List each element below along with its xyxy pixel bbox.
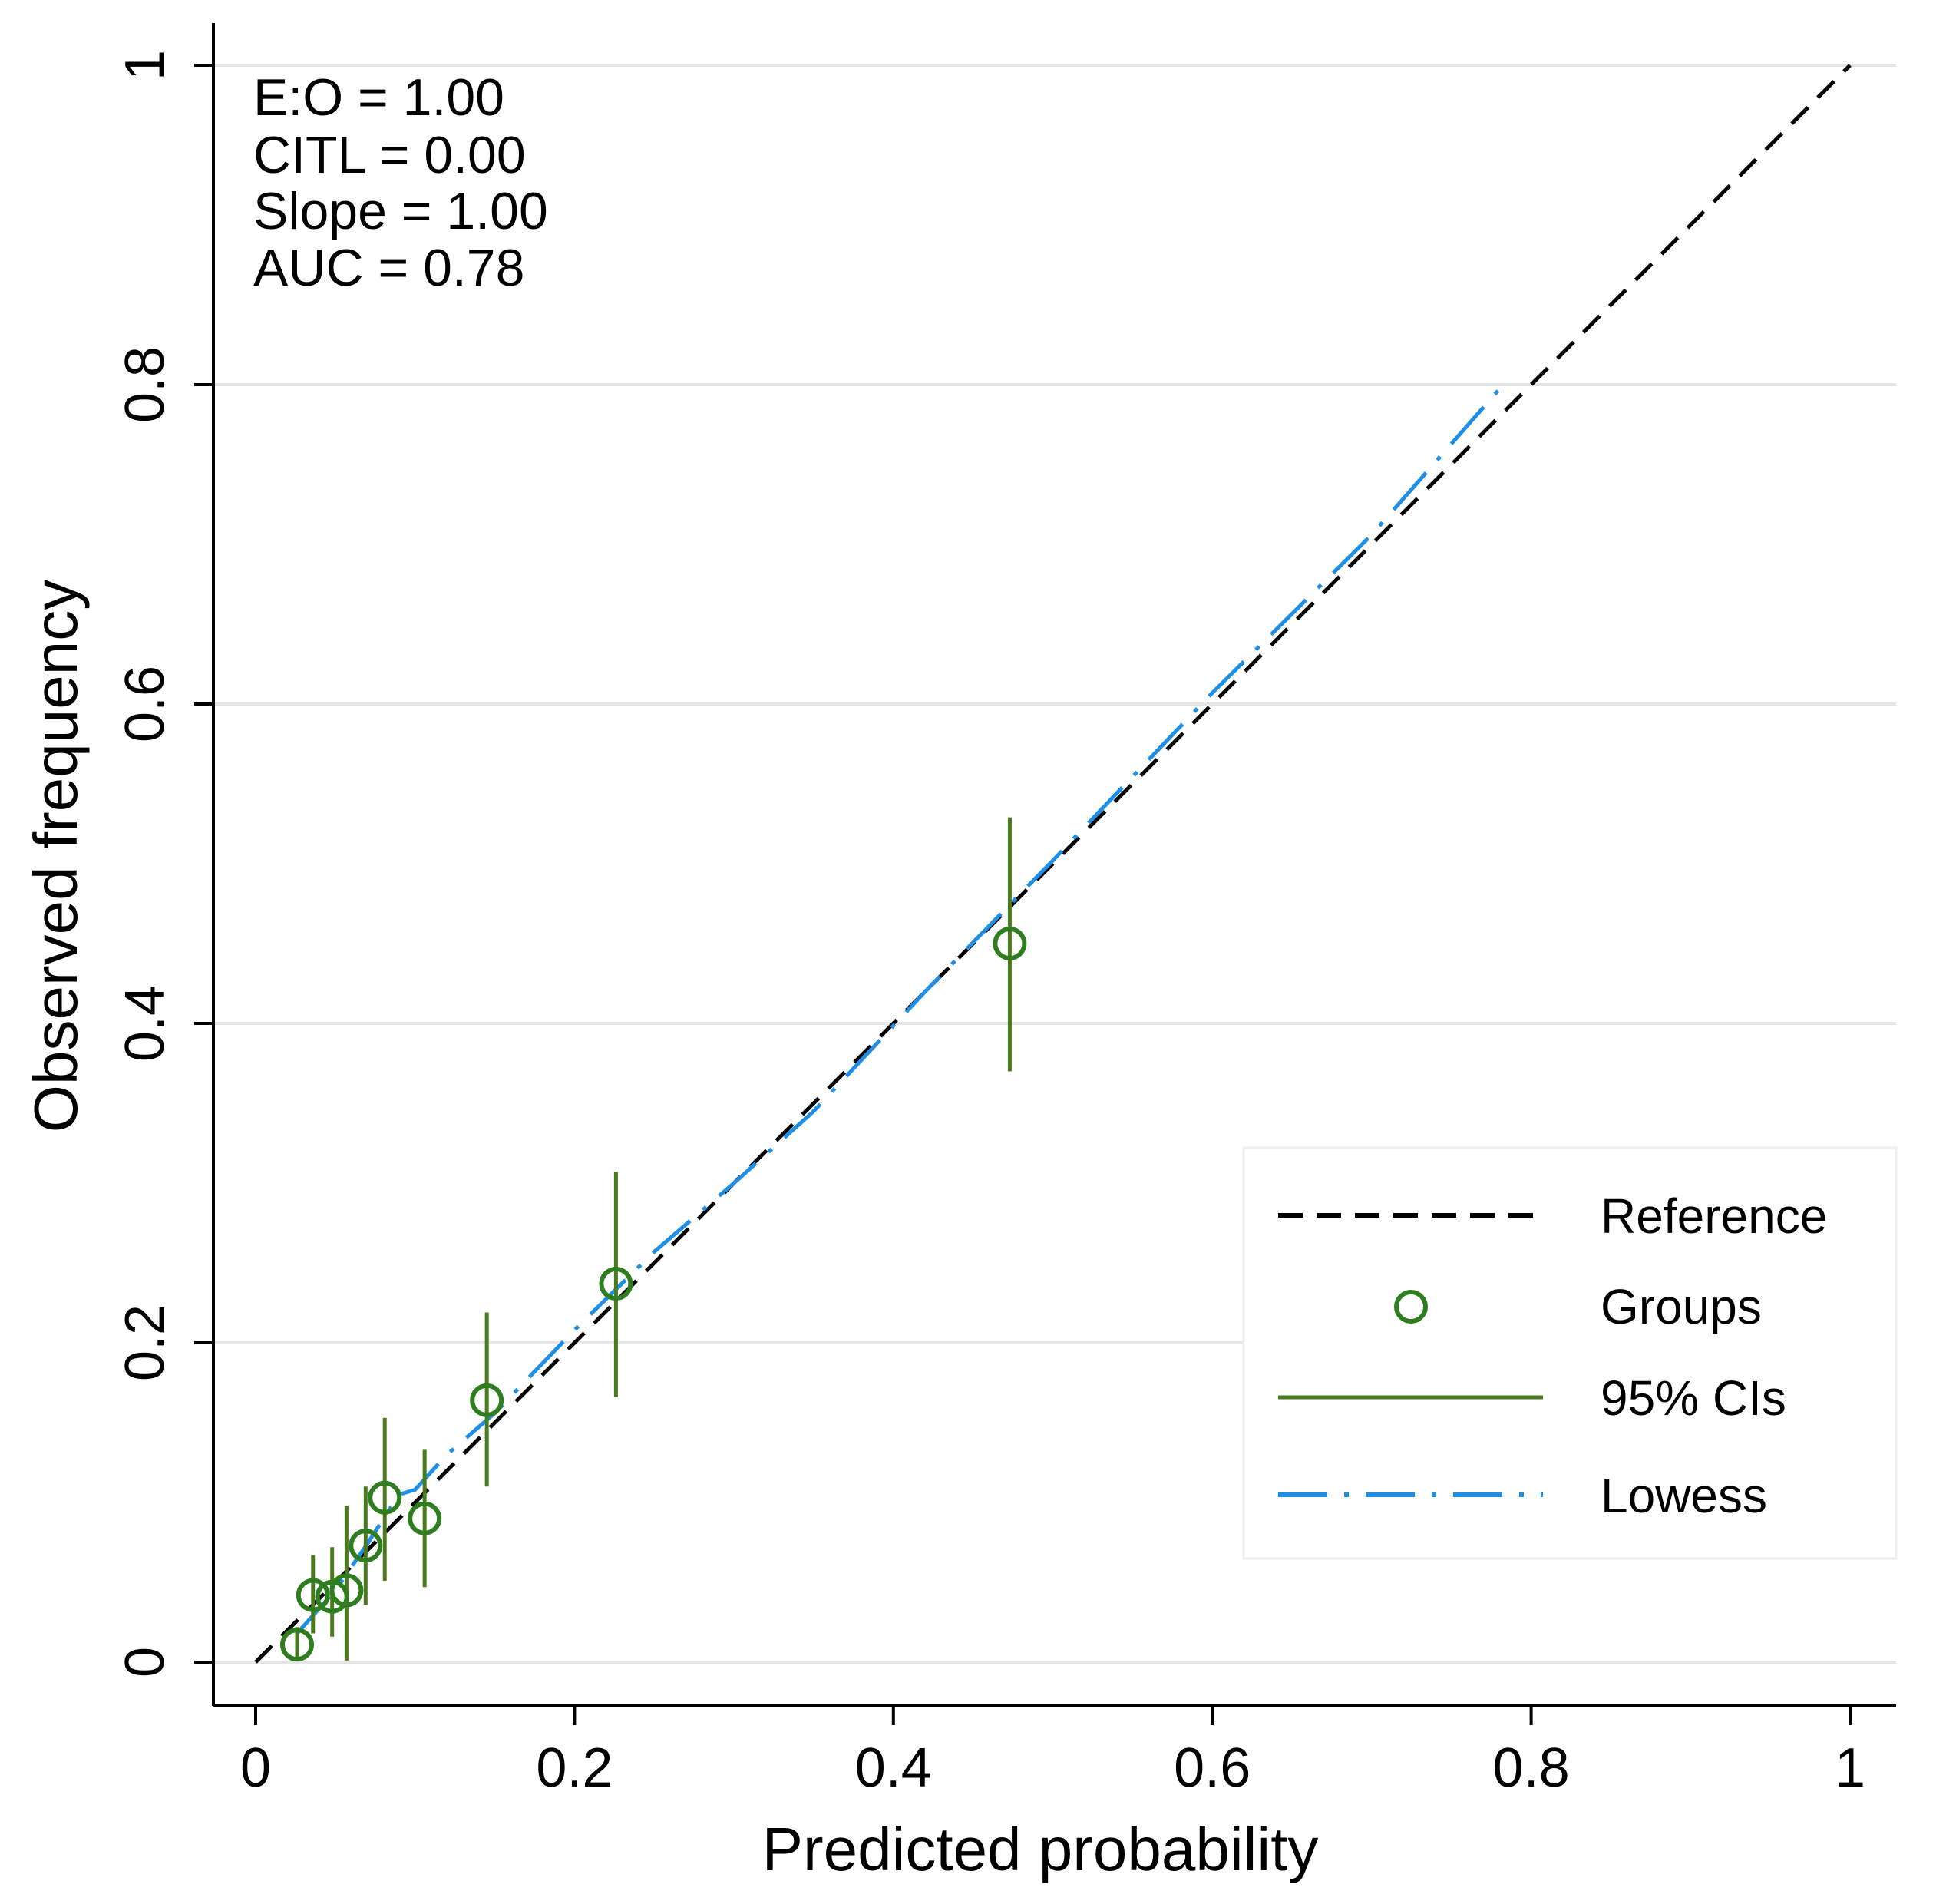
- group-point-0: [280, 1628, 315, 1662]
- y-tick-label-1: 0.2: [114, 1304, 176, 1381]
- grid-lines: [213, 64, 1896, 1664]
- group-point-6: [408, 1501, 442, 1535]
- stat-slope: Slope = 1.00: [253, 182, 548, 240]
- legend-lowess-label: Lowess: [1601, 1468, 1767, 1523]
- legend-groups-label: Groups: [1601, 1279, 1762, 1334]
- legend: Reference Groups 95% CIs Lowess: [1242, 1146, 1898, 1560]
- ci-bars-layer: [295, 817, 1012, 1661]
- x-tick-label-0: 0: [240, 1737, 271, 1799]
- y-tick-label-5: 1: [114, 50, 176, 81]
- group-point-1: [296, 1578, 330, 1612]
- group-point-3: [329, 1573, 364, 1608]
- group-point-7: [470, 1383, 504, 1417]
- reference-line-layer: [254, 64, 1852, 1664]
- group-point-9: [993, 927, 1027, 960]
- x-axis-title: Predicted probability: [762, 1815, 1319, 1883]
- legend-box: [1242, 1146, 1898, 1560]
- group-point-5: [368, 1480, 402, 1515]
- legend-groups-swatch: [1394, 1290, 1428, 1324]
- y-tick-label-3: 0.6: [114, 666, 176, 742]
- y-tick-label-0: 0: [114, 1647, 176, 1678]
- group-point-8: [599, 1267, 633, 1301]
- y-axis-title: Observed frequency: [21, 580, 90, 1132]
- group-point-4: [349, 1529, 383, 1563]
- x-tick-label-5: 1: [1835, 1737, 1865, 1799]
- x-tick-label-4: 0.8: [1493, 1737, 1570, 1799]
- legend-reference-label: Reference: [1601, 1188, 1827, 1244]
- stat-citl: CITL = 0.00: [253, 126, 526, 184]
- group-points-layer: [280, 927, 1027, 1662]
- y-tick-label-4: 0.8: [114, 346, 176, 423]
- stat-eo: E:O = 1.00: [253, 68, 504, 127]
- x-tick-label-3: 0.6: [1174, 1737, 1251, 1799]
- x-tick-label-1: 0.2: [536, 1737, 613, 1799]
- axes: 0 0.2 0.4 0.6 0.8 1 0 0.2 0.4 0.6 0.8 1: [114, 23, 1896, 1799]
- stat-auc: AUC = 0.78: [253, 239, 524, 297]
- y-tick-label-2: 0.4: [114, 985, 176, 1062]
- legend-ci-label: 95% CIs: [1601, 1370, 1786, 1426]
- stats-annotation: E:O = 1.00 CITL = 0.00 Slope = 1.00 AUC …: [253, 68, 548, 297]
- reference-line: [254, 64, 1852, 1664]
- x-tick-label-2: 0.4: [855, 1737, 932, 1799]
